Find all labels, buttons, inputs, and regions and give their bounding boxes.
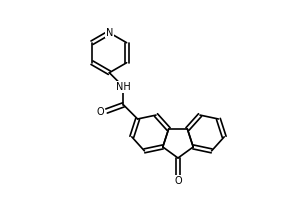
Text: N: N (106, 28, 113, 38)
Text: NH: NH (116, 82, 131, 92)
Text: O: O (174, 176, 182, 186)
Text: O: O (97, 107, 104, 117)
